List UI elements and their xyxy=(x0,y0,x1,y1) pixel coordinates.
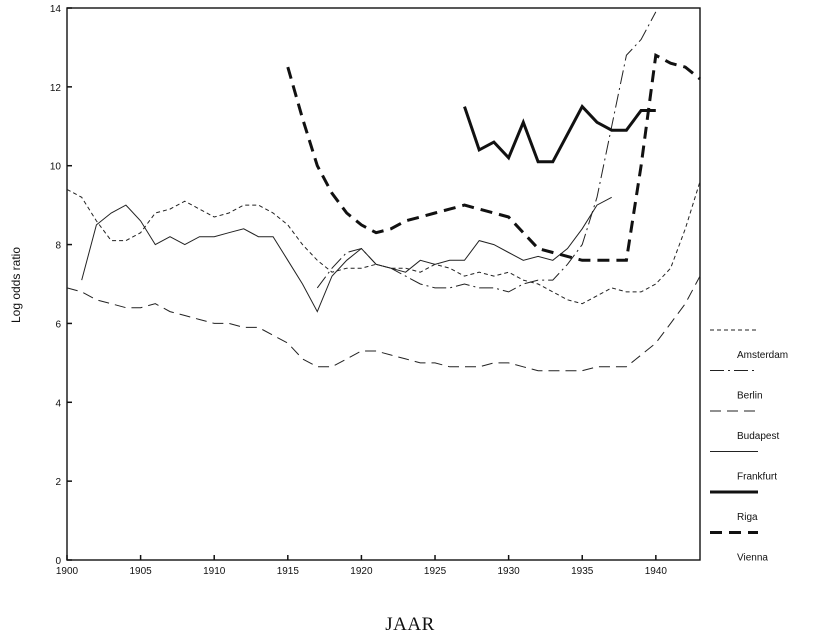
x-tick-label: 1920 xyxy=(350,566,373,577)
y-tick-label: 2 xyxy=(55,477,61,488)
legend-label-frankfurt: Frankfurt xyxy=(737,472,777,483)
series-layer xyxy=(66,11,701,372)
y-tick-label: 12 xyxy=(50,83,62,94)
y-tick-label: 8 xyxy=(55,241,61,252)
y-tick-label: 10 xyxy=(50,162,62,173)
x-tick-label: 1940 xyxy=(645,566,668,577)
y-axis-title: Log odds ratio xyxy=(9,247,23,323)
series-line-riga xyxy=(463,104,656,164)
y-axis: 0 2 4 6 8 10 12 14 xyxy=(50,4,72,567)
legend: Amsterdam Berlin Budapest Frankfurt Riga Vien… xyxy=(710,329,788,564)
y-tick-label: 0 xyxy=(55,556,61,567)
legend-label-berlin: Berlin xyxy=(737,391,763,402)
x-tick-label: 1905 xyxy=(129,566,152,577)
x-tick-label: 1925 xyxy=(424,566,447,577)
y-tick-label: 6 xyxy=(55,319,61,330)
series-line-amsterdam xyxy=(66,181,701,305)
x-axis-title: JAAR xyxy=(385,614,435,635)
legend-label-amsterdam: Amsterdam xyxy=(737,350,788,361)
x-tick-label: 1935 xyxy=(571,566,594,577)
x-tick-label: 1930 xyxy=(498,566,521,577)
x-axis: 1900 1905 1910 1915 1920 1925 1930 1935 1940 xyxy=(56,555,668,577)
legend-label-vienna: Vienna xyxy=(737,553,768,564)
x-tick-label: 1910 xyxy=(203,566,226,577)
legend-label-budapest: Budapest xyxy=(737,431,779,442)
legend-label-riga: Riga xyxy=(737,512,758,523)
series-line-berlin xyxy=(316,11,657,293)
series-line-budapest xyxy=(66,275,701,372)
series-line-vienna xyxy=(286,52,701,262)
series-line-frankfurt xyxy=(81,196,612,313)
plot-frame xyxy=(66,7,701,561)
y-tick-label: 14 xyxy=(50,4,62,15)
x-tick-label: 1900 xyxy=(56,566,79,577)
y-tick-label: 4 xyxy=(55,398,61,409)
x-tick-label: 1915 xyxy=(277,566,300,577)
